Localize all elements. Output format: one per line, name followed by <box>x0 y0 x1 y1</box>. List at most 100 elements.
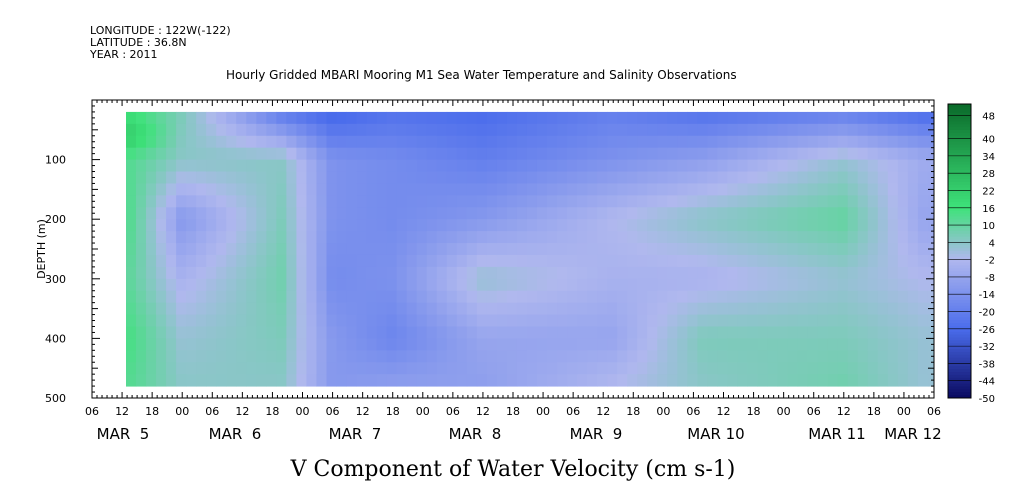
colorbar-band <box>948 227 971 232</box>
heatmap-cell <box>406 159 418 173</box>
heatmap-cell <box>456 266 468 280</box>
heatmap-cell <box>907 302 919 316</box>
heatmap-cell <box>276 338 287 351</box>
heatmap-cell <box>727 135 738 149</box>
x-hour-label: 12 <box>356 405 370 418</box>
heatmap-cell <box>416 374 428 387</box>
heatmap-cell <box>897 374 909 387</box>
heatmap-cell <box>807 374 819 387</box>
heatmap-cell <box>817 350 829 363</box>
heatmap-cell <box>126 314 137 327</box>
heatmap-cell <box>817 266 829 280</box>
heatmap-cell <box>717 362 728 375</box>
heatmap-cell <box>516 266 528 280</box>
heatmap-cell <box>617 302 628 316</box>
heatmap-cell <box>607 290 618 304</box>
heatmap-cell <box>306 290 317 304</box>
heatmap-cell <box>386 314 398 327</box>
heatmap-cell <box>436 254 448 268</box>
heatmap-cell <box>807 362 819 375</box>
heatmap-cell <box>917 254 929 268</box>
heatmap-cell <box>887 219 899 232</box>
heatmap-cell <box>526 219 538 232</box>
heatmap-cell <box>316 350 327 363</box>
heatmap-cell <box>767 111 779 125</box>
heatmap-cell <box>286 266 297 280</box>
heatmap-cell <box>837 326 849 339</box>
heatmap-cell <box>677 362 688 375</box>
heatmap-cell <box>356 338 368 351</box>
heatmap-cell <box>767 254 779 268</box>
heatmap-cell <box>466 183 478 196</box>
heatmap-cell <box>466 123 478 137</box>
heatmap-cell <box>867 111 879 125</box>
heatmap-cell <box>597 314 608 327</box>
heatmap-cell <box>767 147 779 161</box>
heatmap-cell <box>847 111 859 125</box>
colorbar-band <box>948 121 971 125</box>
heatmap-cell <box>807 350 819 363</box>
heatmap-cell <box>346 278 358 292</box>
heatmap-cell <box>196 111 207 125</box>
heatmap-cell <box>847 350 859 363</box>
heatmap-cell <box>406 326 418 339</box>
heatmap-cell <box>547 302 558 316</box>
heatmap-cell <box>687 278 698 292</box>
heatmap-cell <box>486 338 498 351</box>
heatmap-cell <box>346 159 358 173</box>
heatmap-cell <box>897 338 909 351</box>
heatmap-cell <box>136 278 147 292</box>
heatmap-cell <box>707 278 718 292</box>
heatmap-cell <box>707 159 718 173</box>
heatmap-cell <box>206 338 217 351</box>
heatmap-cell <box>456 338 468 351</box>
heatmap-cell <box>286 254 297 268</box>
heatmap-cell <box>797 266 809 280</box>
heatmap-cell <box>697 183 708 196</box>
heatmap-cell <box>627 183 638 196</box>
heatmap-cell <box>877 362 889 375</box>
x-hour-label: 18 <box>265 405 279 418</box>
heatmap-cell <box>516 111 528 125</box>
heatmap-cell <box>446 159 458 173</box>
heatmap-cell <box>206 195 217 208</box>
heatmap-cell <box>667 254 678 268</box>
heatmap-cell <box>737 123 748 137</box>
heatmap-cell <box>326 135 337 149</box>
heatmap-cell <box>266 350 277 363</box>
heatmap-cell <box>306 374 317 387</box>
colorbar-band <box>948 282 971 287</box>
heatmap-cell <box>216 374 227 387</box>
heatmap-cell <box>396 278 408 292</box>
heatmap-cell <box>887 135 899 149</box>
heatmap-cell <box>567 338 578 351</box>
heatmap-cell <box>907 159 919 173</box>
heatmap-cell <box>697 123 708 137</box>
heatmap-cell <box>717 290 728 304</box>
heatmap-cell <box>436 290 448 304</box>
colorbar-band <box>948 127 971 131</box>
heatmap-cell <box>426 290 438 304</box>
heatmap-cell <box>336 350 348 363</box>
heatmap-cell <box>376 195 388 208</box>
heatmap-cell <box>536 302 548 316</box>
heatmap-cell <box>506 219 518 232</box>
heatmap-cell <box>126 290 137 304</box>
heatmap-cell <box>837 254 849 268</box>
heatmap-cell <box>777 111 789 125</box>
heatmap-cell <box>336 362 348 375</box>
heatmap-cell <box>456 362 468 375</box>
heatmap-cell <box>667 374 678 387</box>
heatmap-cell <box>567 350 578 363</box>
colorbar-band <box>948 132 971 137</box>
heatmap-cell <box>416 278 428 292</box>
heatmap-cell <box>416 290 428 304</box>
heatmap-cell <box>166 278 177 292</box>
heatmap-cell <box>677 111 688 125</box>
heatmap-cell <box>847 243 859 256</box>
heatmap-cell <box>697 350 708 363</box>
heatmap-cell <box>547 278 558 292</box>
colorbar-band <box>948 268 971 272</box>
colorbar-band <box>948 271 971 275</box>
heatmap-cell <box>647 243 658 256</box>
